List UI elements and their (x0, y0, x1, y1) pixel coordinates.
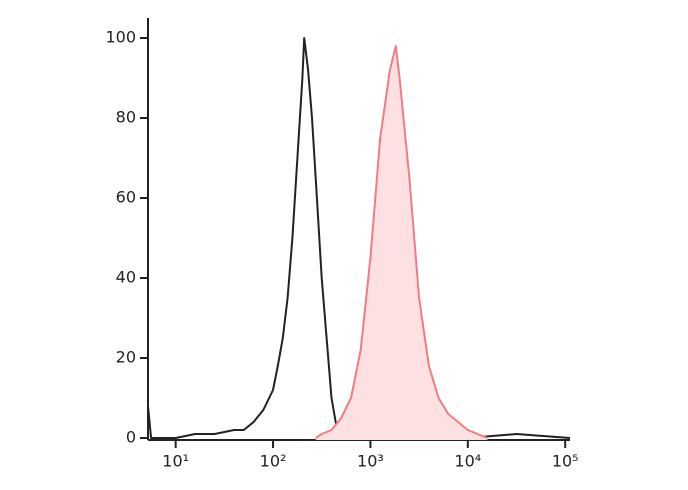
y-tick-label: 20 (116, 348, 136, 367)
y-tick-label: 100 (105, 28, 136, 47)
x-tick-label: 10² (260, 452, 287, 471)
x-tick-label: 10⁴ (454, 452, 481, 471)
x-tick-label: 10³ (357, 452, 384, 471)
y-tick-label: 0 (126, 428, 136, 447)
y-tick-label: 60 (116, 188, 136, 207)
series-area (315, 46, 488, 440)
x-tick-label: 10¹ (162, 452, 189, 471)
y-tick-label: 40 (116, 268, 136, 287)
y-tick-label: 80 (116, 108, 136, 127)
series-line (315, 45, 488, 439)
x-tick-label: 10⁵ (552, 452, 579, 471)
